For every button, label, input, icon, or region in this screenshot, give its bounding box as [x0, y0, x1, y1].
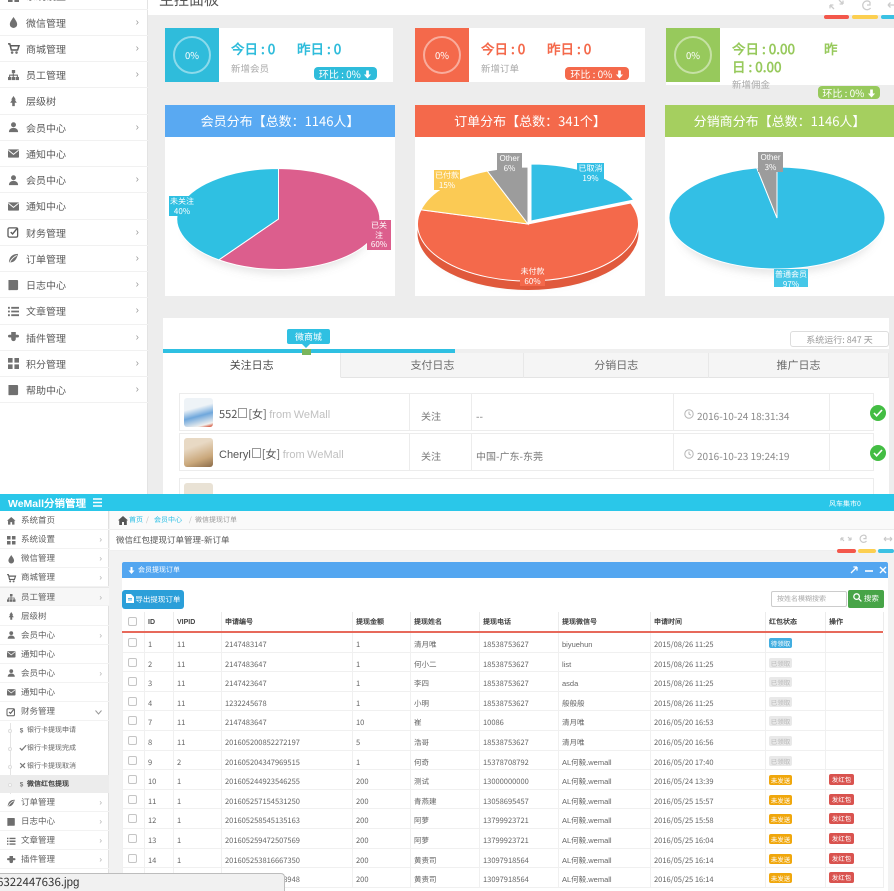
svg-text:$: $ — [20, 779, 24, 788]
svg-text:$: $ — [20, 725, 24, 734]
